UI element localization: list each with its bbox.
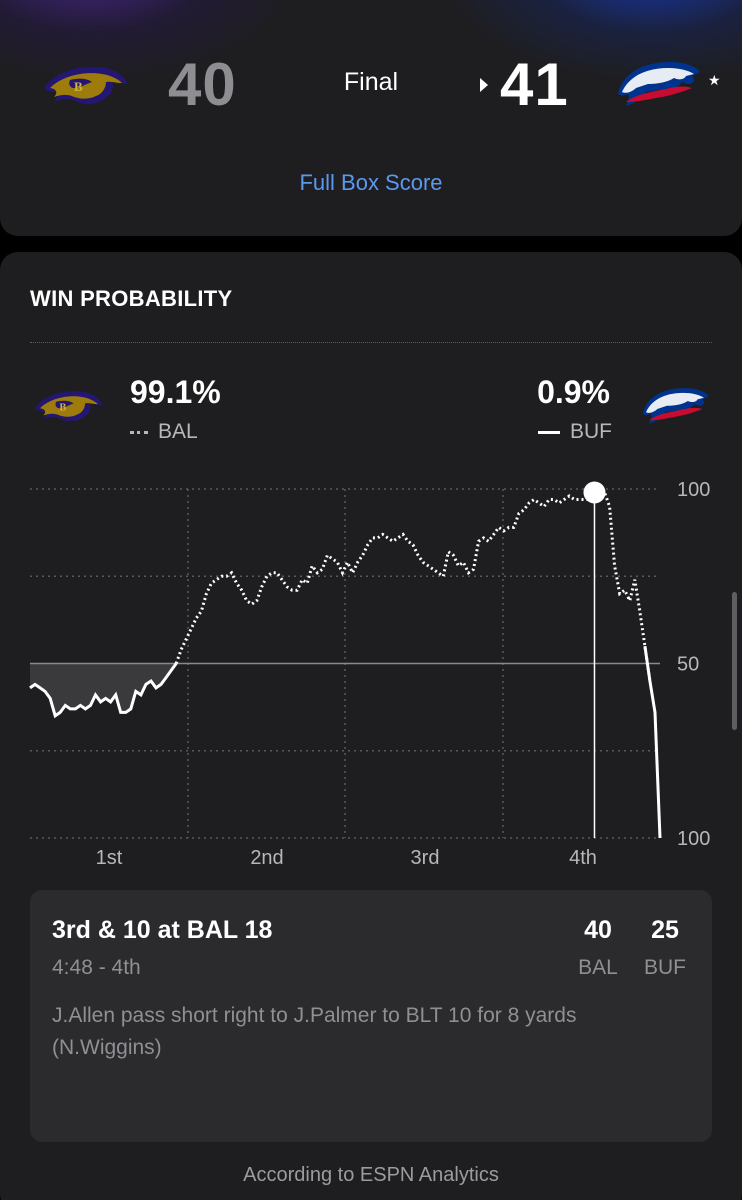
home-legend-label: BUF — [570, 420, 612, 443]
away-score: 40 — [168, 51, 237, 118]
play-description: J.Allen pass short right to J.Palmer to … — [52, 1004, 577, 1059]
chart-labels: 100 50 100 1st 2nd 3rd 4th — [96, 479, 711, 869]
dotted-line-legend-icon — [130, 430, 148, 434]
away-win-probability: 99.1% — [130, 374, 221, 410]
full-box-score-link[interactable]: Full Box Score — [299, 170, 443, 195]
x-axis-quarter-label: 3rd — [411, 847, 440, 869]
scoreboard-card: B 40 Final 41 ★ Full Box Score — [0, 0, 742, 236]
current-play-marker-dot[interactable] — [583, 481, 606, 504]
svg-text:B: B — [74, 79, 83, 94]
x-axis-quarter-label: 4th — [569, 847, 597, 869]
bills-logo-icon[interactable] — [612, 54, 704, 112]
star-icon: ★ — [708, 72, 721, 88]
x-axis-quarter-label: 2nd — [250, 847, 283, 869]
play-away-score: 40 — [584, 916, 612, 944]
down-and-distance: 3rd & 10 at BAL 18 — [52, 916, 273, 944]
away-team-glow — [0, 0, 300, 80]
y-axis-tick-label: 100 — [677, 479, 710, 501]
solid-line-legend-icon — [538, 430, 560, 434]
win-probability-card: WIN PROBABILITY B 99.1% BAL 0.9% BUF 100… — [0, 252, 742, 1200]
y-axis-tick-label: 100 — [677, 828, 710, 850]
away-legend-label: BAL — [158, 420, 198, 443]
home-probability-area — [30, 663, 177, 716]
x-axis-quarter-label: 1st — [96, 847, 123, 869]
play-clock: 4:48 - 4th — [52, 956, 141, 979]
scrollbar[interactable] — [732, 592, 737, 730]
analytics-attribution: According to ESPN Analytics — [243, 1164, 499, 1186]
bills-logo-icon — [642, 388, 709, 424]
y-axis-tick-label: 50 — [677, 654, 699, 676]
win-probability-chart[interactable]: 100 50 100 1st 2nd 3rd 4th — [0, 472, 742, 872]
winner-arrow-icon — [480, 78, 488, 92]
home-probability-line — [29, 645, 662, 839]
ravens-logo-icon: B — [35, 391, 103, 422]
ravens-logo-icon[interactable]: B — [40, 58, 132, 110]
home-legend: BUF — [538, 420, 612, 444]
home-score: 41 — [500, 51, 569, 118]
home-win-probability: 0.9% — [537, 374, 610, 410]
svg-text:B: B — [59, 403, 66, 414]
away-probability-line — [174, 487, 652, 682]
section-divider — [30, 342, 712, 343]
play-home-score: 25 — [651, 916, 679, 944]
away-legend: BAL — [130, 420, 198, 444]
win-probability-title: WIN PROBABILITY — [30, 286, 233, 311]
play-detail-card: 3rd & 10 at BAL 18 4:48 - 4th J.Allen pa… — [30, 890, 712, 1142]
play-home-abbr: BUF — [644, 956, 686, 979]
play-away-abbr: BAL — [578, 956, 618, 979]
game-status: Final — [343, 68, 399, 96]
